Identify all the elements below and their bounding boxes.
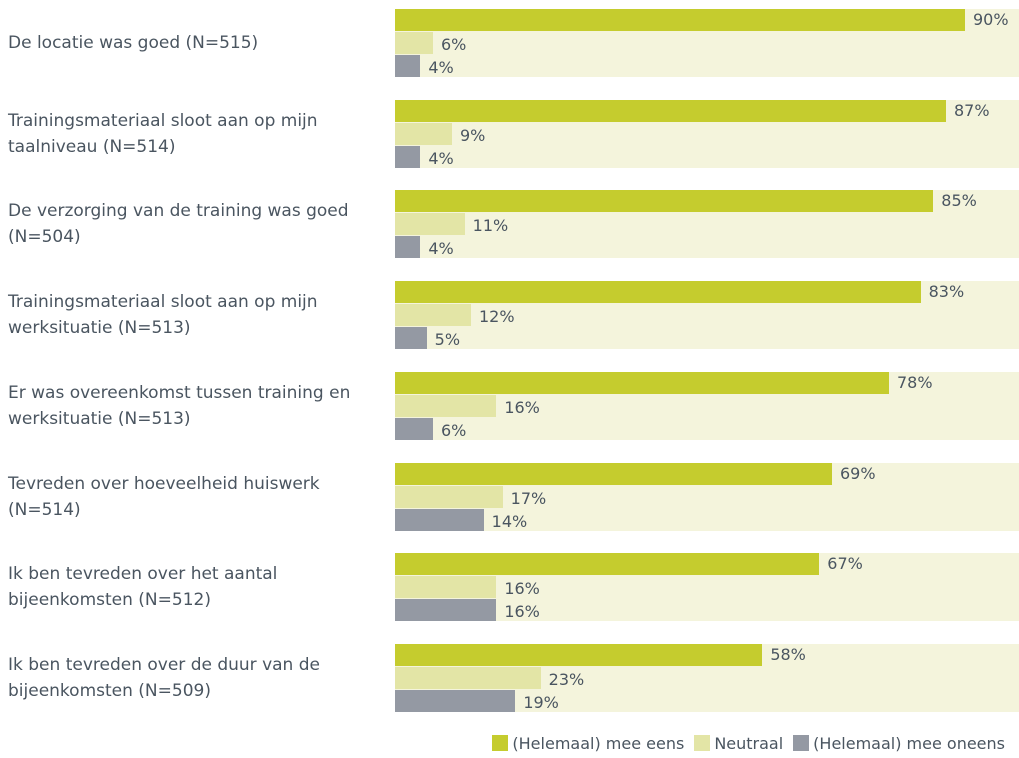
value-label: 12% bbox=[478, 307, 515, 327]
category-label: Tevreden over hoeveelheid huiswerk (N=51… bbox=[8, 473, 320, 520]
category-label: Trainingsmateriaal sloot aan op mijn wer… bbox=[8, 292, 318, 339]
bar bbox=[395, 371, 889, 394]
bar bbox=[395, 417, 433, 440]
bar bbox=[395, 462, 832, 485]
value-label: 4% bbox=[428, 58, 454, 77]
value-label: 14% bbox=[491, 511, 528, 531]
bar bbox=[395, 485, 503, 508]
value-label: 19% bbox=[523, 692, 559, 712]
legend-swatch bbox=[694, 735, 711, 751]
bar bbox=[395, 122, 452, 145]
legend-swatch bbox=[492, 735, 509, 751]
category-label: Trainingsmateriaal sloot aan op mijn taa… bbox=[8, 110, 318, 157]
value-label: 16% bbox=[504, 397, 540, 417]
bar bbox=[395, 304, 471, 327]
bar bbox=[395, 145, 421, 168]
value-label: 78% bbox=[896, 372, 933, 392]
category-label: Er was overeenkomst tussen training en w… bbox=[8, 382, 351, 429]
category-label: Ik ben tevreden over de duur van de bije… bbox=[8, 654, 320, 701]
legend: (Helemaal) mee eens Neutraal (Helemaal) me… bbox=[395, 734, 1005, 753]
bar bbox=[395, 643, 763, 666]
bar bbox=[395, 576, 497, 599]
bar bbox=[395, 55, 421, 77]
category-label: De verzorging van de training was goed (… bbox=[8, 201, 349, 248]
value-label: 90% bbox=[972, 10, 1009, 29]
legend-label: (Helemaal) mee oneens bbox=[813, 734, 1005, 753]
bar bbox=[395, 553, 820, 576]
legend-label: Neutraal bbox=[714, 734, 784, 753]
value-label: 83% bbox=[928, 282, 965, 302]
bar bbox=[395, 32, 433, 54]
bar bbox=[395, 281, 921, 304]
legend-item: Neutraal bbox=[694, 734, 783, 753]
value-label: 9% bbox=[459, 125, 486, 145]
legend-item: (Helemaal) mee eens bbox=[492, 734, 684, 753]
value-label: 16% bbox=[504, 579, 540, 599]
value-label: 85% bbox=[941, 191, 977, 211]
value-label: 5% bbox=[434, 330, 461, 350]
bar bbox=[395, 213, 465, 236]
category-label: De locatie was goed (N=515) bbox=[8, 33, 259, 53]
bar bbox=[395, 327, 427, 350]
bar bbox=[395, 99, 946, 122]
value-label: 16% bbox=[504, 602, 540, 622]
bar bbox=[395, 236, 421, 259]
value-label: 11% bbox=[472, 216, 509, 236]
legend-item: (Helemaal) mee oneens bbox=[793, 734, 1005, 753]
value-label: 58% bbox=[770, 644, 806, 664]
legend-label: (Helemaal) mee eens bbox=[512, 734, 685, 753]
value-label: 17% bbox=[510, 488, 547, 508]
category-label: Ik ben tevreden over het aantal bijeenko… bbox=[8, 564, 278, 611]
value-label: 4% bbox=[428, 239, 454, 259]
bar bbox=[395, 394, 497, 417]
bar bbox=[395, 190, 934, 213]
value-label: 4% bbox=[428, 148, 454, 168]
bar bbox=[395, 508, 484, 531]
value-label: 6% bbox=[440, 35, 467, 54]
bar bbox=[395, 599, 497, 622]
value-label: 87% bbox=[953, 100, 990, 120]
bar bbox=[395, 689, 516, 712]
value-label: 6% bbox=[440, 420, 467, 440]
legend-swatch bbox=[793, 735, 810, 751]
bar bbox=[395, 666, 541, 689]
value-label: 69% bbox=[839, 463, 876, 483]
value-label: 23% bbox=[548, 669, 585, 689]
bar bbox=[395, 9, 965, 31]
value-label: 67% bbox=[827, 554, 863, 574]
